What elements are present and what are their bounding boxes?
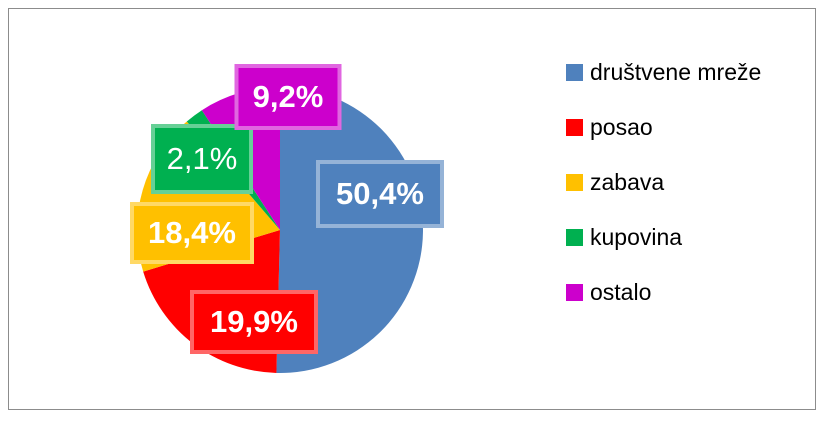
legend-label: posao	[590, 114, 653, 140]
legend-swatch	[566, 284, 583, 301]
data-label: 2,1%	[167, 141, 238, 176]
legend-label: kupovina	[590, 224, 682, 250]
data-label: 18,4%	[148, 215, 236, 250]
label-box	[234, 64, 342, 130]
data-labels: 50,4% 19,9% 18,4% 2,1% 9,2%	[130, 64, 444, 354]
legend-swatch	[566, 229, 583, 246]
legend-swatch	[566, 174, 583, 191]
label-box	[151, 124, 253, 194]
legend-swatch	[566, 119, 583, 136]
data-label: 19,9%	[210, 304, 298, 339]
label-box	[130, 202, 254, 264]
legend: društvene mreže posao zabava kupovina ostalo	[566, 59, 761, 305]
legend-label: društvene mreže	[590, 59, 761, 85]
label-box	[190, 290, 318, 354]
data-label: 9,2%	[253, 79, 324, 114]
legend-label: zabava	[590, 169, 664, 195]
data-label: 50,4%	[336, 176, 424, 211]
label-box	[316, 160, 444, 228]
legend-label: ostalo	[590, 279, 651, 305]
legend-swatch	[566, 64, 583, 81]
